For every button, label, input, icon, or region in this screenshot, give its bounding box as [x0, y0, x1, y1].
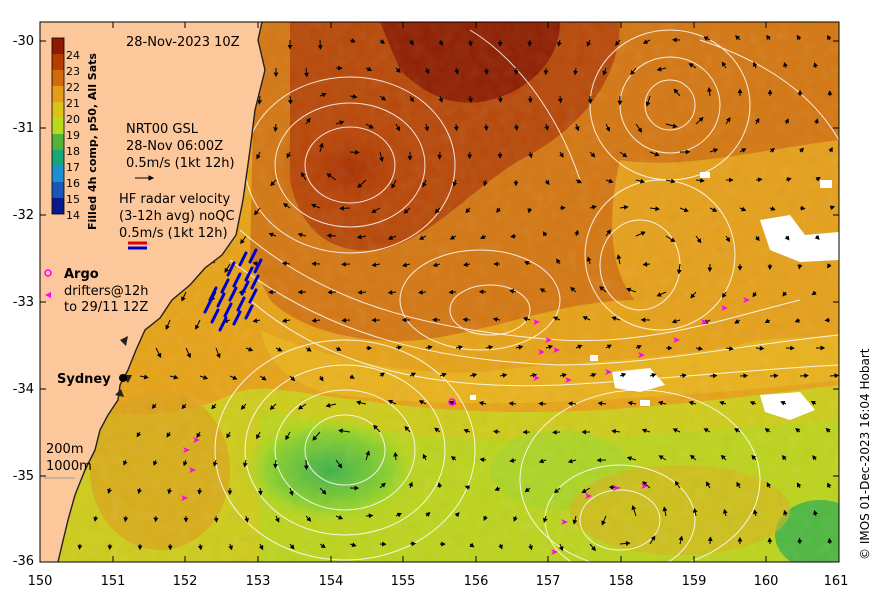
colorbar-label: 19 — [66, 129, 80, 142]
legend-hf-avg: (3-12h avg) noQC — [119, 209, 235, 224]
sydney-marker — [119, 374, 127, 382]
legend-hf-arrow — [128, 241, 147, 250]
legend-argo-marker — [44, 269, 52, 277]
colorbar — [51, 37, 65, 215]
place-sydney: Sydney — [57, 372, 111, 387]
legend-hf-title: HF radar velocity — [119, 192, 231, 207]
colorbar-swatch — [52, 166, 64, 182]
map-timestamp: 28-Nov-2023 10Z — [126, 35, 240, 50]
lon-tick-label: 150 — [27, 574, 53, 589]
argo-float — [448, 398, 456, 406]
legend-hf-scale: 0.5m/s (1kt 12h) — [119, 226, 228, 241]
lat-tick-label: -32 — [12, 208, 34, 223]
colorbar-swatch — [52, 54, 64, 70]
colorbar-swatch — [52, 150, 64, 166]
lon-tick-label: 155 — [390, 574, 416, 589]
lon-tick-label: 160 — [753, 574, 779, 589]
lat-tick-label: -33 — [12, 295, 34, 310]
legend-depth-200: 200m — [46, 442, 84, 457]
legend-gsl-title: NRT00 GSL — [126, 122, 198, 137]
colorbar-frame — [51, 37, 65, 215]
legend-gsl-arrow — [135, 175, 155, 181]
colorbar-swatch — [52, 198, 64, 214]
gsl-velocity-arrows — [77, 34, 839, 552]
lon-tick-label: 152 — [172, 574, 198, 589]
lat-tick-label: -31 — [12, 121, 34, 136]
colorbar-swatch — [52, 70, 64, 86]
colorbar-swatch — [52, 102, 64, 118]
lon-tick-label: 158 — [608, 574, 634, 589]
lon-tick-label: 159 — [681, 574, 707, 589]
legend-gsl-scale: 0.5m/s (1kt 12h) — [126, 156, 235, 171]
legend-drifter-marker — [45, 292, 51, 298]
colorbar-swatch — [52, 118, 64, 134]
lon-tick-label: 154 — [318, 574, 344, 589]
colorbar-label: 14 — [66, 209, 80, 222]
colorbar-label: 17 — [66, 161, 80, 174]
legend-drifters-to: to 29/11 12Z — [64, 300, 149, 315]
lon-tick-label: 153 — [245, 574, 271, 589]
colorbar-title: Filled 4h comp, p50, All Sats — [86, 53, 99, 230]
drifter-tracks — [181, 297, 750, 555]
lat-tick-label: -36 — [12, 554, 34, 569]
colorbar-label: 16 — [66, 177, 80, 190]
colorbar-label: 18 — [66, 145, 80, 158]
legend-drifters: drifters@12h — [64, 284, 149, 299]
legend-argo: Argo — [64, 267, 99, 282]
colorbar-label: 23 — [66, 65, 80, 78]
imos-credit: © IMOS 01-Dec-2023 16:04 Hobart — [858, 348, 872, 560]
plot-frame — [39, 21, 840, 563]
lat-tick-label: -30 — [12, 34, 34, 49]
colorbar-swatch — [52, 134, 64, 150]
lat-tick-label: -35 — [12, 469, 34, 484]
colorbar-label: 15 — [66, 193, 80, 206]
legend-depth-1000: 1000m — [46, 459, 92, 474]
colorbar-swatch — [52, 86, 64, 102]
estuary-marks — [115, 336, 132, 397]
colorbar-label: 24 — [66, 49, 80, 62]
colorbar-label: 20 — [66, 113, 80, 126]
lon-tick-label: 157 — [535, 574, 561, 589]
lon-tick-label: 151 — [100, 574, 126, 589]
lon-tick-label: 156 — [463, 574, 489, 589]
colorbar-label: 22 — [66, 81, 80, 94]
plot-area — [40, 22, 839, 562]
axis-tick-marks — [39, 22, 840, 563]
lon-tick-label: 161 — [823, 574, 849, 589]
coastline-detail — [57, 22, 266, 562]
colorbar-swatch — [52, 182, 64, 198]
lat-tick-label: -34 — [12, 382, 34, 397]
colorbar-label: 21 — [66, 97, 80, 110]
legend-gsl-time: 28-Nov 06:00Z — [126, 139, 224, 154]
colorbar-swatch — [52, 38, 64, 54]
